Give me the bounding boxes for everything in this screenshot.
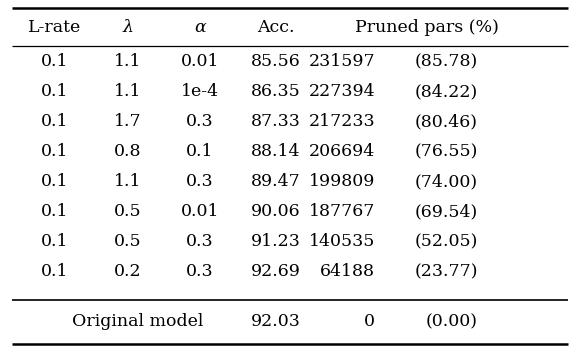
Text: 1.1: 1.1 xyxy=(114,174,142,190)
Text: 1e-4: 1e-4 xyxy=(181,83,219,101)
Text: 64188: 64188 xyxy=(320,264,375,281)
Text: 0.3: 0.3 xyxy=(186,264,214,281)
Text: 88.14: 88.14 xyxy=(251,144,301,161)
Text: 89.47: 89.47 xyxy=(251,174,301,190)
Text: (80.46): (80.46) xyxy=(415,113,478,131)
Text: L-rate: L-rate xyxy=(28,19,82,36)
Text: 0.1: 0.1 xyxy=(41,83,69,101)
Text: 140535: 140535 xyxy=(309,233,375,251)
Text: 0.1: 0.1 xyxy=(41,203,69,220)
Text: 90.06: 90.06 xyxy=(251,203,301,220)
Text: 92.69: 92.69 xyxy=(251,264,301,281)
Text: 0.3: 0.3 xyxy=(186,233,214,251)
Text: 0.3: 0.3 xyxy=(186,113,214,131)
Text: (85.78): (85.78) xyxy=(415,54,478,70)
Text: 92.03: 92.03 xyxy=(251,314,301,331)
Text: λ: λ xyxy=(122,19,133,36)
Text: 199809: 199809 xyxy=(309,174,375,190)
Text: Original model: Original model xyxy=(72,314,203,331)
Text: (69.54): (69.54) xyxy=(415,203,478,220)
Text: 86.35: 86.35 xyxy=(251,83,301,101)
Text: 0.01: 0.01 xyxy=(181,203,219,220)
Text: (76.55): (76.55) xyxy=(415,144,478,161)
Text: 0.1: 0.1 xyxy=(41,174,69,190)
Text: 85.56: 85.56 xyxy=(251,54,301,70)
Text: 0.5: 0.5 xyxy=(114,233,142,251)
Text: 206694: 206694 xyxy=(309,144,375,161)
Text: 1.1: 1.1 xyxy=(114,54,142,70)
Text: 217233: 217233 xyxy=(309,113,375,131)
Text: 87.33: 87.33 xyxy=(251,113,301,131)
Text: α: α xyxy=(194,19,206,36)
Text: Acc.: Acc. xyxy=(258,19,295,36)
Text: 0.1: 0.1 xyxy=(41,113,69,131)
Text: 227394: 227394 xyxy=(309,83,375,101)
Text: 0.2: 0.2 xyxy=(114,264,142,281)
Text: 0.1: 0.1 xyxy=(41,144,69,161)
Text: 1.1: 1.1 xyxy=(114,83,142,101)
Text: 0.1: 0.1 xyxy=(41,54,69,70)
Text: 0.1: 0.1 xyxy=(41,264,69,281)
Text: 91.23: 91.23 xyxy=(251,233,301,251)
Text: (23.77): (23.77) xyxy=(415,264,478,281)
Text: (74.00): (74.00) xyxy=(415,174,478,190)
Text: 0.5: 0.5 xyxy=(114,203,142,220)
Text: (52.05): (52.05) xyxy=(415,233,478,251)
Text: (84.22): (84.22) xyxy=(415,83,478,101)
Text: 1.7: 1.7 xyxy=(114,113,142,131)
Text: (0.00): (0.00) xyxy=(426,314,478,331)
Text: 231597: 231597 xyxy=(309,54,375,70)
Text: 0.1: 0.1 xyxy=(41,233,69,251)
Text: 0.01: 0.01 xyxy=(181,54,219,70)
Text: 0.8: 0.8 xyxy=(114,144,142,161)
Text: Pruned pars (%): Pruned pars (%) xyxy=(354,19,498,36)
Text: 0.1: 0.1 xyxy=(186,144,214,161)
Text: 0: 0 xyxy=(364,314,375,331)
Text: 0.3: 0.3 xyxy=(186,174,214,190)
Text: 187767: 187767 xyxy=(309,203,375,220)
